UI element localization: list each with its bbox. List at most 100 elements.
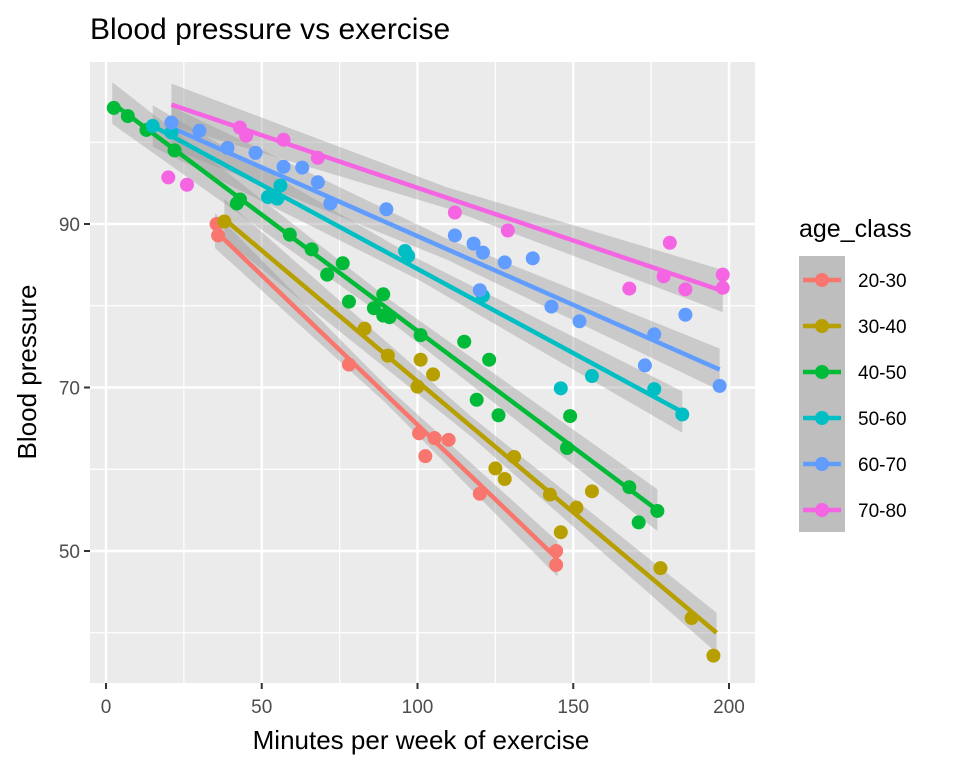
data-point-40-50 [491,408,506,423]
data-point-60-70 [572,314,587,329]
data-point-60-70 [525,251,540,266]
legend-label-50-60: 50-60 [858,409,907,430]
data-point-40-50 [120,109,135,124]
data-point-30-40 [488,461,503,476]
chart-title: Blood pressure vs exercise [90,13,450,46]
legend: age_class 20-30 30-40 40-50 50-60 60-70 70-80 [799,215,912,532]
legend-label-30-40: 30-40 [858,317,907,338]
data-point-60-70 [379,202,394,217]
data-point-50-60 [675,407,690,422]
data-point-40-50 [282,227,297,242]
data-point-50-60 [164,125,179,140]
data-point-30-40 [569,500,584,515]
data-point-30-40 [380,348,395,363]
data-point-60-70 [248,145,263,160]
fit-line-20-30 [213,228,560,561]
data-point-40-50 [457,334,472,349]
data-point-60-70 [712,378,727,393]
data-point-20-30 [549,557,564,572]
data-point-70-80 [447,205,462,220]
legend-key-point-30-40 [815,319,829,333]
data-point-70-80 [715,267,730,282]
plot-panel [90,62,755,683]
data-point-30-40 [542,487,557,502]
data-point-40-50 [563,409,578,424]
data-point-40-50 [650,503,665,518]
data-point-60-70 [466,236,481,251]
data-point-60-70 [323,196,338,211]
data-point-40-50 [320,267,335,282]
data-point-70-80 [678,282,693,297]
data-point-30-40 [706,648,721,663]
data-point-70-80 [622,281,637,296]
data-point-20-30 [427,431,442,446]
y-axis: 50 70 90 [59,215,90,563]
data-point-70-80 [179,177,194,192]
data-point-30-40 [217,214,232,229]
legend-label-40-50: 40-50 [858,363,907,384]
legend-key-point-70-80 [815,503,829,517]
data-point-60-70 [497,255,512,270]
data-point-40-50 [366,301,381,316]
data-point-60-70 [295,160,310,175]
legend-label-60-70: 60-70 [858,455,907,476]
x-tick-label: 100 [402,697,434,718]
data-points [106,100,730,663]
data-point-30-40 [507,449,522,464]
data-point-40-50 [335,256,350,271]
data-point-20-30 [472,486,487,501]
data-point-40-50 [631,515,646,530]
data-point-60-70 [647,327,662,342]
data-point-20-30 [441,432,456,447]
legend-key-point-50-60 [815,411,829,425]
data-point-50-60 [145,118,160,133]
data-point-70-80 [161,170,176,185]
y-tick-label: 90 [59,215,80,236]
data-point-60-70 [310,175,325,190]
legend-key-background [799,256,845,532]
data-point-60-70 [472,283,487,298]
data-point-30-40 [553,525,568,540]
data-point-40-50 [376,287,391,302]
legend-key-point-20-30 [815,273,829,287]
data-point-40-50 [304,242,319,257]
fit-line-70-80 [170,102,724,294]
legend-label-20-30: 20-30 [858,271,907,292]
data-point-20-30 [549,544,564,558]
fit-lines [110,101,724,635]
data-point-70-80 [276,132,291,147]
data-point-30-40 [584,484,599,499]
x-tick-label: 0 [101,697,112,718]
data-point-70-80 [715,280,730,295]
data-point-70-80 [662,235,677,250]
data-point-60-70 [220,140,235,155]
legend-title: age_class [799,215,912,243]
data-point-40-50 [560,440,575,455]
y-axis-title: Blood pressure [12,285,42,460]
data-point-30-40 [410,379,425,394]
legend-key-point-60-70 [815,457,829,471]
data-point-30-40 [357,321,372,336]
legend-key-point-40-50 [815,365,829,379]
data-point-60-70 [678,307,693,322]
data-point-40-50 [341,294,356,309]
data-point-40-50 [482,352,497,367]
data-point-60-70 [192,123,207,138]
data-point-50-60 [553,381,568,396]
data-point-70-80 [239,128,254,143]
data-point-40-50 [106,100,121,115]
data-point-40-50 [413,328,428,343]
data-point-30-40 [684,611,699,626]
data-point-70-80 [500,223,515,238]
data-point-60-70 [544,299,559,314]
data-point-40-50 [622,480,637,495]
data-point-60-70 [637,358,652,373]
data-point-40-50 [232,192,247,207]
data-point-50-60 [647,382,662,397]
fit-line-60-70 [170,125,721,372]
data-point-60-70 [475,245,490,260]
fit-line-30-40 [222,217,718,635]
data-point-30-40 [426,367,441,382]
data-point-40-50 [469,392,484,407]
data-point-20-30 [211,228,226,243]
